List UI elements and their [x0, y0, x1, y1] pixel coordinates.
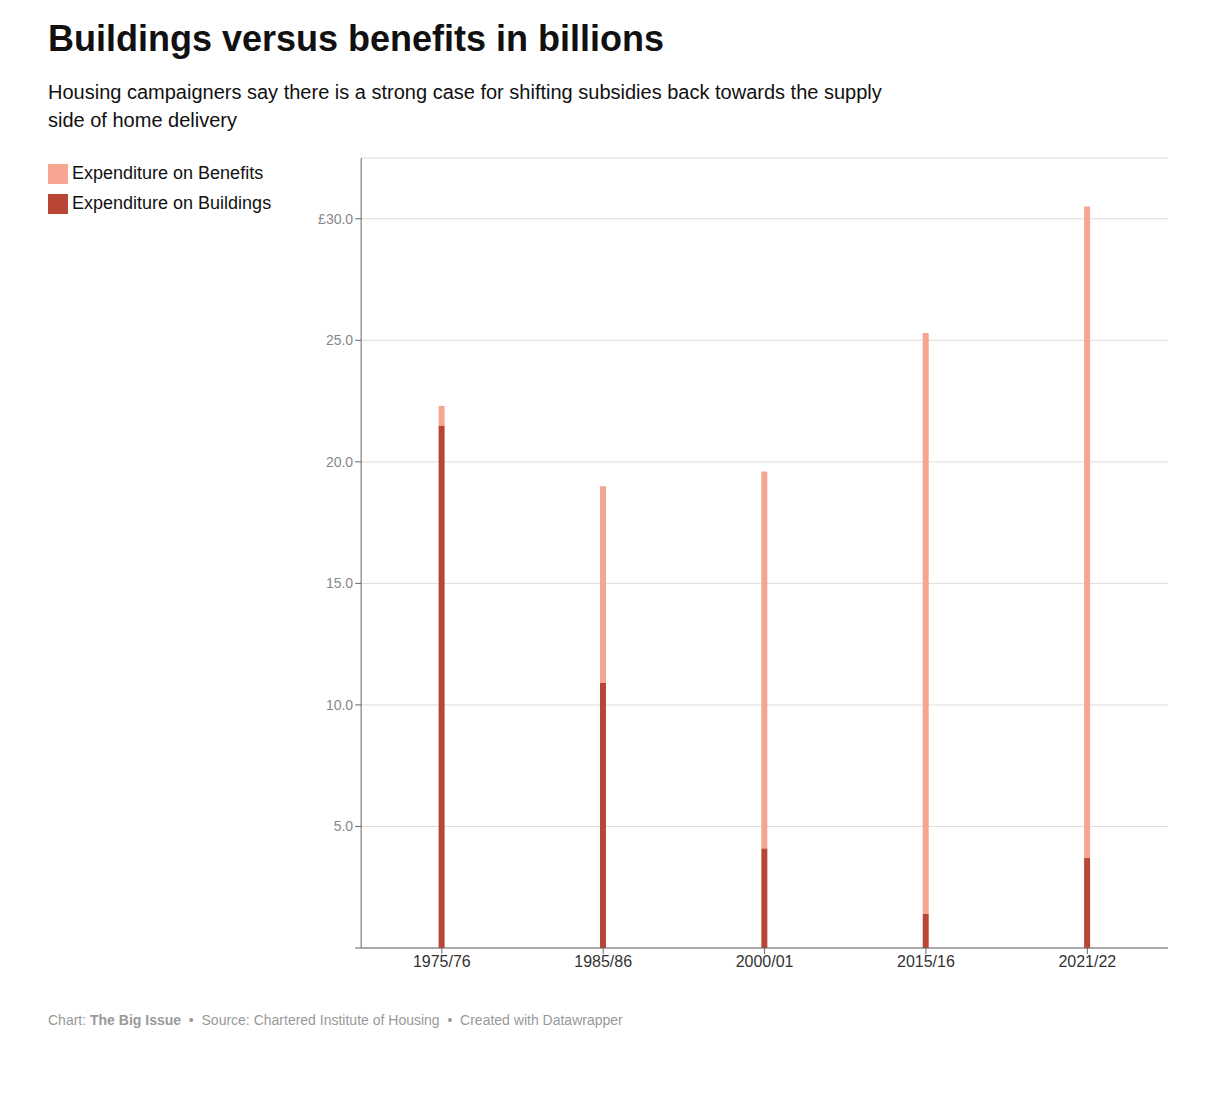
- svg-text:5.0: 5.0: [334, 818, 354, 834]
- svg-text:15.0: 15.0: [326, 575, 353, 591]
- svg-text:2000/01: 2000/01: [736, 953, 794, 970]
- html-text:side of home delivery: side of home delivery: [48, 109, 237, 131]
- svg-text:1975/76: 1975/76: [413, 953, 471, 970]
- svg-text:25.0: 25.0: [326, 332, 353, 348]
- svg-text:£30.0: £30.0: [318, 211, 353, 227]
- svg-text:10.0: 10.0: [326, 697, 353, 713]
- html-text:Buildings versus benefits in b: Buildings versus benefits in billions: [48, 18, 665, 59]
- html-text:Chart: The Big Issue • Source:: Chart: The Big Issue • Source: Chartered…: [48, 1012, 623, 1028]
- html-text:Housing campaigners say there: Housing campaigners say there is a stron…: [48, 81, 882, 103]
- svg-text:20.0: 20.0: [326, 454, 353, 470]
- svg-text:2021/22: 2021/22: [1058, 953, 1116, 970]
- svg-text:2015/16: 2015/16: [897, 953, 955, 970]
- html-text:Expenditure on Buildings: Expenditure on Buildings: [72, 193, 272, 213]
- html-text:Expenditure on Benefits: Expenditure on Benefits: [72, 163, 264, 183]
- svg-text:1985/86: 1985/86: [574, 953, 632, 970]
